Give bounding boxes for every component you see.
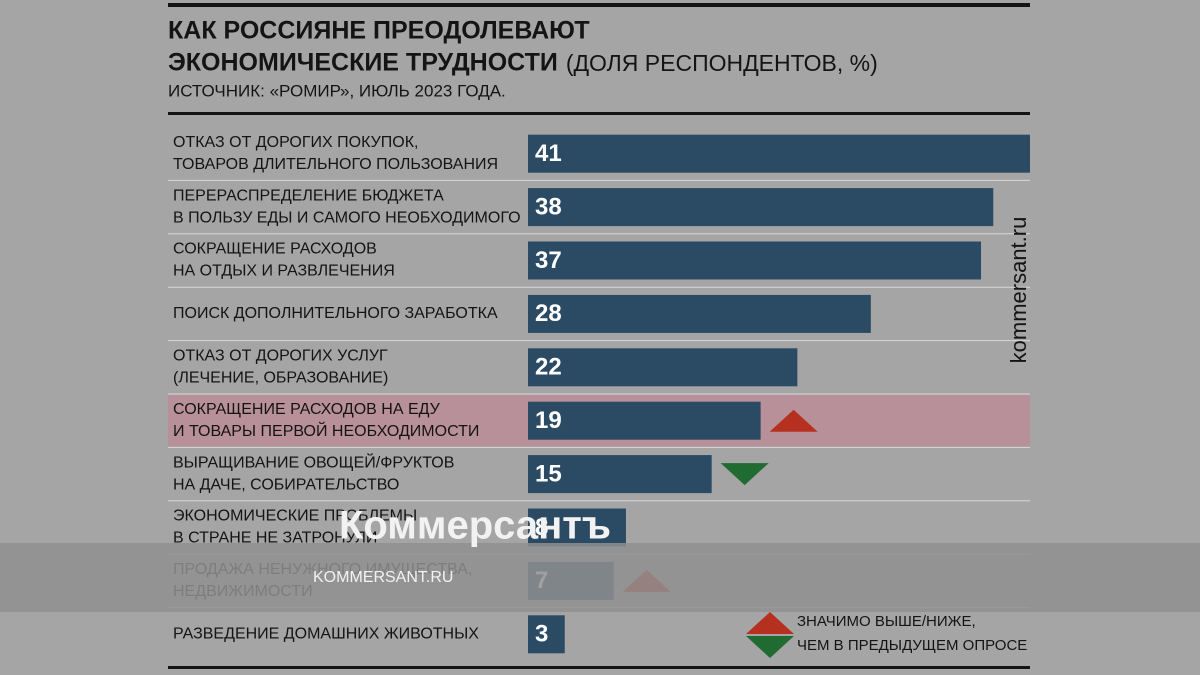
bar — [528, 508, 626, 547]
category-label: СОКРАЩЕНИЕ РАСХОДОВ — [173, 241, 377, 258]
category-label: (ЛЕЧЕНИЕ, ОБРАЗОВАНИЕ) — [173, 370, 388, 387]
bar — [528, 134, 1030, 173]
logo: Коммерсантъ — [339, 504, 611, 548]
category-label: ОТКАЗ ОТ ДОРОГИХ УСЛУГ — [173, 348, 388, 365]
bar — [528, 455, 712, 494]
value-label: 41 — [535, 140, 562, 167]
category-label: ВЫРАЩИВАНИЕ ОВОЩЕЙ/ФРУКТОВ — [173, 452, 454, 471]
title: КАК РОССИЯНЕ ПРЕОДОЛЕВАЮТ — [168, 17, 590, 45]
category-label: СОКРАЩЕНИЕ РАСХОДОВ НА ЕДУ — [173, 401, 441, 418]
category-label: ОТКАЗ ОТ ДОРОГИХ ПОКУПОК, — [173, 134, 418, 151]
subtitle: ИСТОЧНИК: «РОМИР», ИЮЛЬ 2023 ГОДА. — [168, 81, 506, 100]
category-label: ТОВАРОВ ДЛИТЕЛЬНОГО ПОЛЬЗОВАНИЯ — [173, 156, 498, 173]
change-marker — [720, 463, 769, 486]
category-label: В ПОЛЬЗУ ЕДЫ И САМОГО НЕОБХОДИМОГО — [173, 209, 521, 226]
change-marker — [769, 409, 818, 432]
value-label: 3 — [535, 621, 548, 648]
bar — [528, 615, 565, 654]
category-label: ПОИСК ДОПОЛНИТЕЛЬНОГО ЗАРАБОТКА — [173, 305, 498, 322]
category-label: НА ДАЧЕ, СОБИРАТЕЛЬСТВО — [173, 476, 399, 493]
value-label: 19 — [535, 407, 562, 434]
title-note: (ДОЛЯ РЕСПОНДЕНТОВ, %) — [566, 50, 878, 76]
overlay-band — [0, 543, 1200, 612]
bottom-rule — [168, 666, 1030, 669]
bar — [528, 348, 798, 387]
category-label: ПЕРЕРАСПРЕДЕЛЕНИЕ БЮДЖЕТА — [173, 187, 444, 204]
bar — [528, 241, 982, 280]
category-label: В СТРАНЕ НЕ ЗАТРОНУЛИ — [173, 530, 377, 547]
legend-label: ЗНАЧИМО ВЫШЕ/НИЖЕ, — [797, 613, 976, 630]
legend-label: ЧЕМ В ПРЕДЫДУЩЕМ ОПРОСЕ — [797, 637, 1027, 654]
legend-marker — [746, 636, 794, 658]
legend-marker — [746, 612, 794, 634]
category-label: И ТОВАРЫ ПЕРВОЙ НЕОБХОДИМОСТИ — [173, 421, 479, 440]
value-label: 22 — [535, 354, 562, 381]
rule — [168, 112, 1030, 115]
value-label: 38 — [535, 193, 562, 220]
category-label: РАЗВЕДЕНИЕ ДОМАШНИХ ЖИВОТНЫХ — [173, 626, 479, 643]
bar — [528, 294, 871, 333]
top-rule — [168, 3, 1030, 7]
watermark: kommersant.ru — [1006, 217, 1031, 364]
category-label: ЭКОНОМИЧЕСКИЕ ПРОБЛЕМЫ — [173, 508, 417, 525]
title: ЭКОНОМИЧЕСКИЕ ТРУДНОСТИ — [168, 49, 558, 77]
bar — [528, 401, 761, 440]
site: KOMMERSANT.RU — [313, 569, 453, 586]
value-label: 28 — [535, 300, 562, 327]
category-label: НА ОТДЫХ И РАЗВЛЕЧЕНИЯ — [173, 263, 395, 280]
bar — [528, 188, 994, 227]
value-label: 15 — [535, 460, 562, 487]
value-label: 37 — [535, 247, 562, 274]
value-label: 8 — [535, 514, 548, 541]
